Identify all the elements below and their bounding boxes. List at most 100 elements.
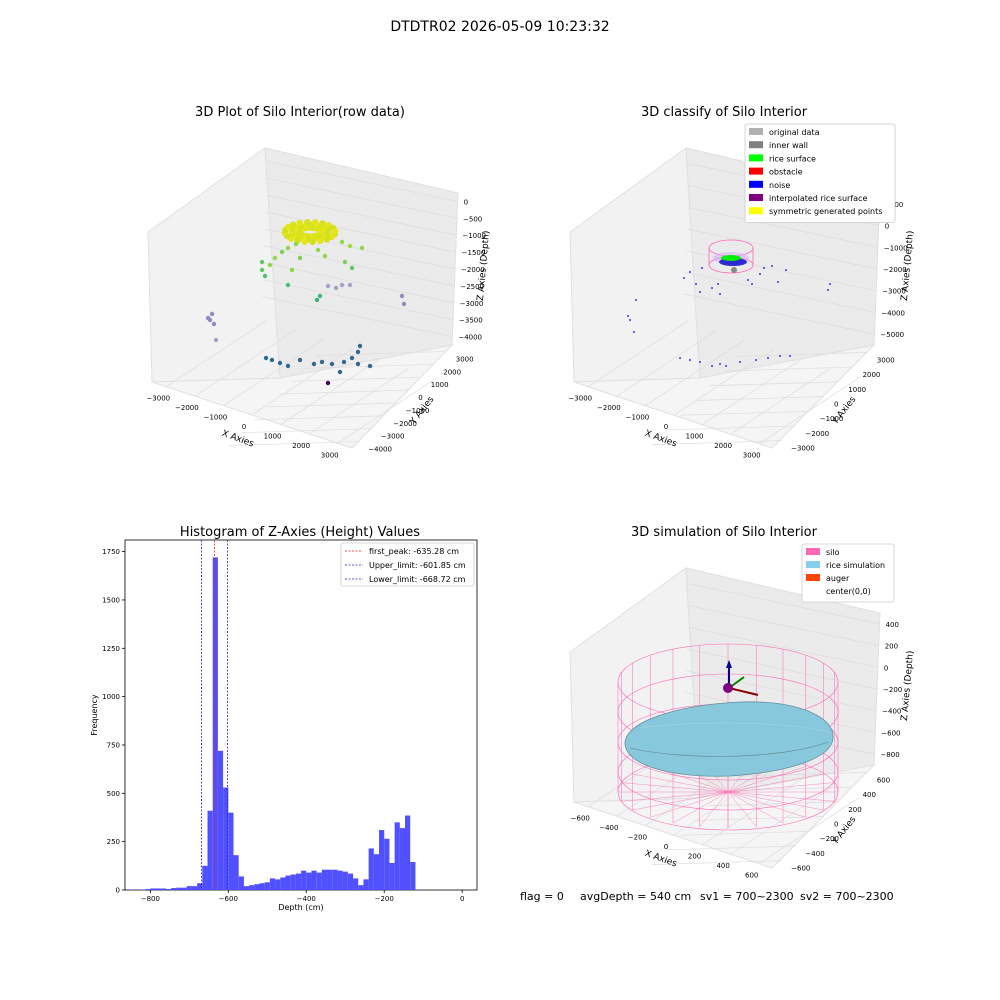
legend-peak-label: first_peak: -635.28 cm (369, 547, 459, 556)
x-tick-label: −1000 (626, 414, 650, 422)
histogram-bar (306, 872, 312, 890)
noise-point (763, 267, 765, 269)
y-tick-label: 200 (848, 806, 861, 814)
histogram-bar (264, 882, 270, 890)
noise-point (679, 357, 681, 359)
data-point (347, 243, 353, 249)
histogram-bar (228, 812, 234, 890)
noise-point (689, 359, 691, 361)
x-tick-label: −600 (571, 815, 590, 823)
data-point (262, 273, 268, 279)
noise-point (711, 287, 713, 289)
z-tick-label: −1500 (462, 249, 486, 257)
panel1-pane-left (147, 147, 281, 383)
data-point (209, 311, 215, 317)
noise-point (627, 315, 629, 317)
panel3-bars (129, 557, 416, 890)
legend-swatch (749, 167, 763, 175)
histogram-bar (321, 869, 328, 890)
legend-swatch (749, 207, 763, 215)
x-tick-label: 2000 (292, 442, 310, 450)
data-point (279, 249, 285, 255)
panel-simulation: 3D simulation of Silo Interior −600 −400 −… (569, 525, 916, 879)
silo-floor-spoke (621, 782, 729, 793)
histogram-bar (165, 889, 172, 890)
histogram-bar (238, 876, 244, 890)
histogram-bar (295, 873, 302, 890)
noise-point (777, 281, 779, 283)
panel1-pane-right (264, 147, 459, 379)
panel1-zlabel: Z Axies (Depth) (476, 230, 492, 301)
silo-floor-spoke (727, 773, 824, 793)
panel3-y-ticks: 0 250 500 750 1000 1250 1500 1750 (102, 548, 125, 895)
legend-label: rice surface (769, 154, 816, 163)
panel2-pane-floor (573, 344, 876, 449)
data-point (329, 361, 335, 367)
panel1-x-ticks: −3000 −2000 −1000 0 1000 2000 3000 (146, 395, 338, 460)
noise-point (747, 279, 749, 281)
data-point (337, 369, 343, 375)
histogram-bar (358, 885, 364, 890)
x-tick-label: 400 (716, 862, 729, 870)
histogram-bar (363, 879, 369, 890)
x-tick-label: 3000 (743, 451, 761, 459)
data-point (259, 267, 265, 273)
data-point (213, 337, 219, 343)
panel4-pane-floor (573, 764, 876, 869)
data-point (342, 259, 348, 265)
noise-point (785, 269, 787, 271)
y-tick-label: 3000 (456, 355, 474, 363)
noise-point (689, 271, 691, 273)
y-tick-label: 1000 (431, 381, 449, 389)
data-point (284, 223, 292, 231)
noise-point (635, 299, 637, 301)
figure-suptitle: DTDTR02 2026-05-09 10:23:32 (390, 19, 609, 35)
noise-point (725, 365, 727, 367)
y-tick-label: 750 (107, 741, 120, 749)
noise-point (767, 357, 769, 359)
legend-upper-label: Upper_limit: -601.85 cm (369, 561, 466, 570)
z-tick-label: −500 (463, 215, 482, 223)
silo-floor-spoke (727, 782, 835, 793)
panel2-title: 3D classify of Silo Interior (641, 105, 808, 120)
footer-avg-depth: avgDepth = 540 cm (580, 890, 691, 903)
y-tick-label: 1250 (102, 645, 120, 653)
y-tick-label: 600 (877, 776, 890, 784)
z-tick-label: 400 (886, 621, 899, 629)
data-point (339, 239, 345, 245)
x-tick-label: 0 (664, 423, 668, 431)
data-point (289, 267, 295, 273)
noise-point (711, 365, 713, 367)
y-tick-label: 0 (834, 821, 838, 829)
data-point (277, 360, 283, 366)
histogram-bar (129, 889, 135, 890)
panel4-xlabel: X Axies (643, 849, 678, 870)
histogram-bar (410, 861, 416, 890)
histogram-bar (373, 854, 380, 890)
panel1-xlabel: X Axies (220, 429, 255, 450)
y-tick-label: 0 (418, 394, 422, 402)
histogram-bar (290, 874, 296, 890)
y-tick-label: 250 (107, 838, 120, 846)
panel3-x-ticks: −800 −600 −400 −200 0 (141, 890, 464, 903)
z-tick-label: 200 (885, 643, 898, 651)
panel2-y-ticks: −3000 −2000 −1000 0 1000 2000 3000 (791, 356, 895, 452)
panel3-xlabel: Depth (cm) (278, 903, 323, 912)
panel1-z-ticks: 0 −500 −1000 −1500 −2000 −2500 −3000 −3500 −4000 (458, 198, 486, 341)
z-tick-label: −2000 (461, 266, 485, 274)
legend-box (744, 123, 896, 223)
data-point (325, 380, 331, 386)
x-tick-label: −400 (297, 895, 316, 903)
x-tick-label: 3000 (321, 451, 339, 459)
histogram-bar (353, 878, 359, 890)
panel3-title: Histogram of Z-Axies (Height) Values (180, 525, 420, 540)
histogram-bar (280, 877, 286, 890)
z-tick-label: −2000 (883, 266, 907, 274)
z-tick-label: −400 (882, 708, 901, 716)
legend-swatch (749, 141, 763, 149)
histogram-bar (243, 886, 250, 890)
histogram-bar (191, 886, 198, 890)
data-point (324, 227, 332, 234)
x-tick-label: −200 (628, 834, 647, 842)
data-point (323, 236, 331, 243)
